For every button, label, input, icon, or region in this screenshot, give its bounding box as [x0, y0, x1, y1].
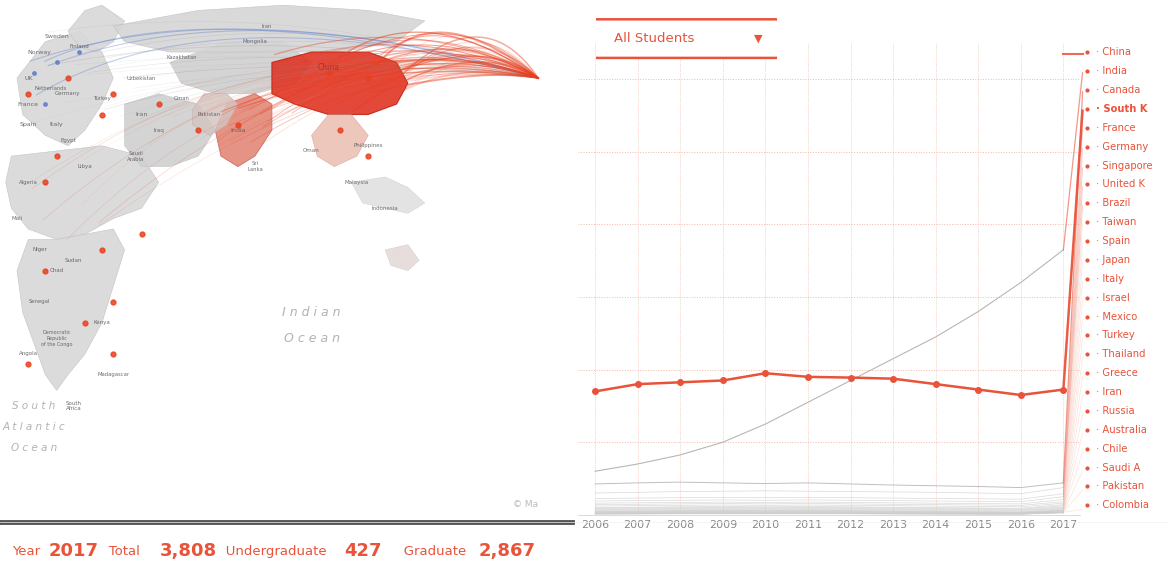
Text: 427: 427 — [345, 542, 382, 561]
Text: · South K: · South K — [1096, 104, 1148, 114]
Text: Norway: Norway — [28, 50, 51, 54]
Polygon shape — [215, 94, 272, 166]
Text: Graduate: Graduate — [391, 545, 471, 558]
Text: · Italy: · Italy — [1096, 274, 1124, 284]
Text: · Turkey: · Turkey — [1096, 331, 1135, 340]
Text: Germany: Germany — [55, 91, 81, 96]
Text: Iran: Iran — [135, 112, 148, 117]
Text: Kenya: Kenya — [93, 320, 111, 325]
Text: Year: Year — [12, 545, 44, 558]
Text: Oman: Oman — [304, 149, 320, 153]
Text: Sri
Lanka: Sri Lanka — [248, 161, 263, 172]
Text: Angola: Angola — [19, 351, 37, 356]
Text: Total: Total — [96, 545, 144, 558]
Text: · Germany: · Germany — [1096, 142, 1148, 152]
Polygon shape — [272, 52, 408, 114]
Text: · United K: · United K — [1096, 180, 1145, 189]
Text: Uzbekistan: Uzbekistan — [127, 76, 157, 81]
Polygon shape — [312, 114, 368, 166]
Text: Iraq: Iraq — [153, 128, 164, 133]
Text: Egypt: Egypt — [60, 138, 76, 143]
Text: © Ma: © Ma — [513, 500, 538, 510]
Text: S o u t h: S o u t h — [13, 401, 56, 411]
Polygon shape — [125, 94, 215, 166]
Text: UK: UK — [25, 76, 33, 81]
Text: All Students: All Students — [614, 32, 694, 45]
Text: · Spain: · Spain — [1096, 236, 1131, 246]
FancyBboxPatch shape — [592, 19, 780, 58]
Text: · Brazil: · Brazil — [1096, 198, 1131, 208]
Text: Finland: Finland — [69, 45, 89, 49]
Text: Madagascar: Madagascar — [97, 372, 130, 378]
Text: Iran: Iran — [262, 23, 271, 29]
Text: I n d i a n: I n d i a n — [283, 306, 341, 319]
Text: · Greece: · Greece — [1096, 368, 1138, 378]
Text: · Mexico: · Mexico — [1096, 312, 1138, 321]
Text: · Iran: · Iran — [1096, 387, 1122, 397]
Text: India: India — [230, 128, 245, 133]
Text: 2017: 2017 — [49, 542, 99, 561]
Text: · France: · France — [1096, 123, 1135, 133]
Polygon shape — [352, 177, 425, 213]
Polygon shape — [193, 94, 238, 136]
Text: France: France — [18, 102, 39, 106]
Text: Mongolia: Mongolia — [243, 39, 267, 44]
Text: Oman: Oman — [173, 97, 189, 101]
Text: Chad: Chad — [49, 268, 64, 273]
Text: · Canada: · Canada — [1096, 85, 1140, 95]
Text: Sweden: Sweden — [44, 34, 69, 39]
Text: · Colombia: · Colombia — [1096, 500, 1149, 510]
Text: · Singapore: · Singapore — [1096, 161, 1153, 170]
Text: · China: · China — [1096, 47, 1131, 57]
Text: Pakistan: Pakistan — [197, 112, 221, 117]
Polygon shape — [385, 245, 419, 271]
Polygon shape — [113, 5, 425, 52]
Text: · Israel: · Israel — [1096, 293, 1129, 303]
Text: ▼: ▼ — [755, 34, 763, 43]
Text: Undergraduate: Undergraduate — [213, 545, 331, 558]
Text: Saudi
Arabia: Saudi Arabia — [127, 151, 145, 161]
Text: · Taiwan: · Taiwan — [1096, 217, 1136, 227]
Text: Sudan: Sudan — [65, 258, 83, 263]
Text: O c e a n: O c e a n — [11, 443, 57, 452]
Text: Indonesia: Indonesia — [371, 206, 398, 210]
Text: Italy: Italy — [50, 122, 63, 128]
Polygon shape — [68, 5, 125, 52]
Text: · Thailand: · Thailand — [1096, 349, 1146, 359]
Text: Niger: Niger — [33, 247, 47, 252]
Text: Democratic
Republic
of the Congo: Democratic Republic of the Congo — [41, 330, 72, 347]
Text: Philippines: Philippines — [354, 143, 383, 148]
Text: China: China — [318, 63, 340, 72]
Text: · Australia: · Australia — [1096, 425, 1147, 435]
Text: Spain: Spain — [20, 122, 37, 128]
Text: Senegal: Senegal — [29, 299, 50, 304]
Text: Turkey: Turkey — [93, 97, 111, 101]
Text: Algeria: Algeria — [19, 180, 37, 185]
Text: A t l a n t i c: A t l a n t i c — [2, 422, 65, 432]
Polygon shape — [18, 31, 113, 146]
Text: 3,808: 3,808 — [160, 542, 217, 561]
Text: 2,867: 2,867 — [479, 542, 536, 561]
Text: · Saudi A: · Saudi A — [1096, 463, 1140, 472]
Text: Netherlands: Netherlands — [35, 86, 68, 91]
Text: Mali: Mali — [12, 216, 22, 221]
Text: · Pakistan: · Pakistan — [1096, 482, 1145, 491]
Text: · Chile: · Chile — [1096, 444, 1127, 454]
Text: South
Africa: South Africa — [65, 400, 82, 411]
Text: Kazakhstan: Kazakhstan — [166, 55, 196, 59]
Text: · India: · India — [1096, 66, 1127, 76]
Polygon shape — [171, 42, 312, 94]
Text: Libya: Libya — [77, 164, 92, 169]
Polygon shape — [6, 146, 159, 240]
Polygon shape — [18, 229, 125, 391]
Text: O c e a n: O c e a n — [284, 332, 340, 345]
Text: Malaysia: Malaysia — [345, 180, 369, 185]
Text: · Japan: · Japan — [1096, 255, 1131, 265]
Text: · Russia: · Russia — [1096, 406, 1135, 416]
